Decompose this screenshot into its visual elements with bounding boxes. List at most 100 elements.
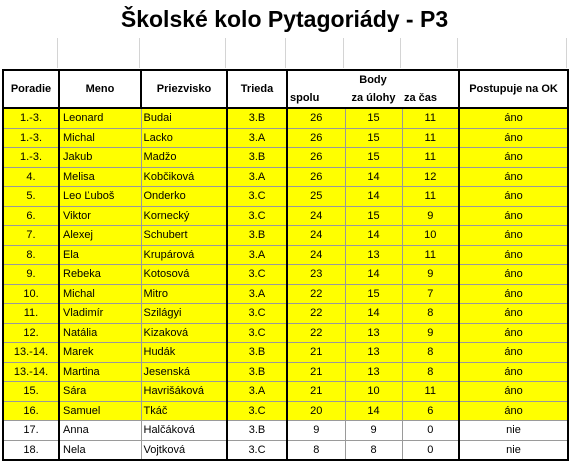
cell-priezvisko[interactable]: Budai (141, 108, 228, 129)
cell-postupuje[interactable]: áno (459, 245, 569, 265)
cell-za-ulohy[interactable]: 9 (345, 420, 403, 441)
cell-meno[interactable]: Sára (59, 381, 142, 402)
cell-za-cas[interactable]: 11 (402, 381, 461, 402)
cell-za-ulohy[interactable]: 14 (345, 186, 403, 207)
cell-za-ulohy[interactable]: 8 (345, 440, 403, 461)
cell-priezvisko[interactable]: Mitro (141, 284, 228, 304)
cell-spolu[interactable]: 26 (287, 128, 346, 148)
cell-poradie[interactable]: 8. (2, 245, 60, 265)
cell-za-cas[interactable]: 7 (402, 284, 461, 304)
cell-meno[interactable]: Samuel (59, 401, 142, 421)
cell-meno[interactable]: Ela (59, 245, 142, 265)
cell-za-ulohy[interactable]: 15 (345, 108, 403, 129)
header-za-cas[interactable]: za čas (402, 89, 461, 109)
cell-za-ulohy[interactable]: 15 (345, 284, 403, 304)
cell-za-ulohy[interactable]: 13 (345, 245, 403, 265)
cell-za-ulohy[interactable]: 13 (345, 362, 403, 382)
cell-trieda[interactable]: 3.C (227, 264, 288, 285)
cell-poradie[interactable]: 1.-3. (2, 128, 60, 148)
cell-meno[interactable]: Viktor (59, 206, 142, 226)
cell-za-cas[interactable]: 9 (402, 206, 461, 226)
header-trieda[interactable]: Trieda (226, 69, 288, 109)
cell-poradie[interactable]: 18. (2, 440, 60, 461)
cell-poradie[interactable]: 11. (2, 303, 60, 324)
cell-postupuje[interactable]: áno (459, 264, 569, 285)
cell-za-cas[interactable]: 8 (402, 303, 461, 324)
cell-priezvisko[interactable]: Onderko (141, 186, 228, 207)
cell-trieda[interactable]: 3.C (227, 303, 288, 324)
cell-spolu[interactable]: 21 (287, 342, 346, 363)
cell-poradie[interactable]: 1.-3. (2, 147, 60, 168)
cell-za-cas[interactable]: 11 (402, 186, 461, 207)
cell-za-ulohy[interactable]: 14 (345, 225, 403, 246)
cell-trieda[interactable]: 3.A (227, 167, 288, 187)
empty-cell[interactable] (2, 38, 58, 68)
cell-spolu[interactable]: 21 (287, 362, 346, 382)
cell-za-ulohy[interactable]: 13 (345, 323, 403, 343)
cell-poradie[interactable]: 16. (2, 401, 60, 421)
cell-spolu[interactable]: 9 (287, 420, 346, 441)
cell-za-cas[interactable]: 8 (402, 342, 461, 363)
cell-meno[interactable]: Vladimír (59, 303, 142, 324)
cell-priezvisko[interactable]: Szilágyi (141, 303, 228, 324)
cell-trieda[interactable]: 3.C (227, 323, 288, 343)
cell-postupuje[interactable]: áno (459, 186, 569, 207)
cell-poradie[interactable]: 12. (2, 323, 60, 343)
cell-poradie[interactable]: 13.-14. (2, 362, 60, 382)
empty-cell[interactable] (58, 38, 140, 68)
cell-poradie[interactable]: 5. (2, 186, 60, 207)
empty-cell[interactable] (226, 38, 286, 68)
cell-meno[interactable]: Leonard (59, 108, 142, 129)
cell-za-ulohy[interactable]: 14 (345, 264, 403, 285)
cell-za-ulohy[interactable]: 15 (345, 147, 403, 168)
header-postupuje[interactable]: Postupuje na OK (458, 69, 569, 109)
cell-trieda[interactable]: 3.C (227, 186, 288, 207)
cell-spolu[interactable]: 26 (287, 167, 346, 187)
cell-trieda[interactable]: 3.C (227, 206, 288, 226)
cell-za-cas[interactable]: 11 (402, 128, 461, 148)
cell-postupuje[interactable]: áno (459, 284, 569, 304)
cell-meno[interactable]: Michal (59, 128, 142, 148)
cell-za-cas[interactable]: 11 (402, 245, 461, 265)
cell-spolu[interactable]: 20 (287, 401, 346, 421)
cell-meno[interactable]: Natália (59, 323, 142, 343)
cell-spolu[interactable]: 22 (287, 323, 346, 343)
cell-za-cas[interactable]: 12 (402, 167, 461, 187)
cell-postupuje[interactable]: áno (459, 323, 569, 343)
cell-za-cas[interactable]: 10 (402, 225, 461, 246)
cell-meno[interactable]: Jakub (59, 147, 142, 168)
cell-meno[interactable]: Rebeka (59, 264, 142, 285)
cell-postupuje[interactable]: nie (459, 440, 569, 461)
cell-za-ulohy[interactable]: 13 (345, 342, 403, 363)
cell-za-cas[interactable]: 8 (402, 362, 461, 382)
cell-spolu[interactable]: 24 (287, 225, 346, 246)
header-za-ulohy[interactable]: za úlohy (345, 89, 402, 109)
cell-poradie[interactable]: 9. (2, 264, 60, 285)
cell-meno[interactable]: Nela (59, 440, 142, 461)
cell-meno[interactable]: Martina (59, 362, 142, 382)
cell-priezvisko[interactable]: Lacko (141, 128, 228, 148)
cell-trieda[interactable]: 3.B (227, 147, 288, 168)
cell-priezvisko[interactable]: Kornecký (141, 206, 228, 226)
cell-poradie[interactable]: 13.-14. (2, 342, 60, 363)
cell-za-cas[interactable]: 11 (402, 108, 461, 129)
cell-za-cas[interactable]: 9 (402, 264, 461, 285)
cell-za-cas[interactable]: 6 (402, 401, 461, 421)
cell-spolu[interactable]: 21 (287, 381, 346, 402)
cell-trieda[interactable]: 3.C (227, 440, 288, 461)
cell-poradie[interactable]: 15. (2, 381, 60, 402)
cell-trieda[interactable]: 3.A (227, 284, 288, 304)
cell-poradie[interactable]: 10. (2, 284, 60, 304)
cell-za-ulohy[interactable]: 14 (345, 401, 403, 421)
cell-postupuje[interactable]: áno (459, 108, 569, 129)
cell-trieda[interactable]: 3.C (227, 401, 288, 421)
cell-za-cas[interactable]: 0 (402, 420, 461, 441)
cell-postupuje[interactable]: áno (459, 303, 569, 324)
cell-postupuje[interactable]: áno (459, 401, 569, 421)
cell-postupuje[interactable]: áno (459, 225, 569, 246)
cell-spolu[interactable]: 22 (287, 303, 346, 324)
cell-spolu[interactable]: 23 (287, 264, 346, 285)
empty-cell[interactable] (458, 38, 567, 68)
cell-meno[interactable]: Melisa (59, 167, 142, 187)
cell-poradie[interactable]: 7. (2, 225, 60, 246)
